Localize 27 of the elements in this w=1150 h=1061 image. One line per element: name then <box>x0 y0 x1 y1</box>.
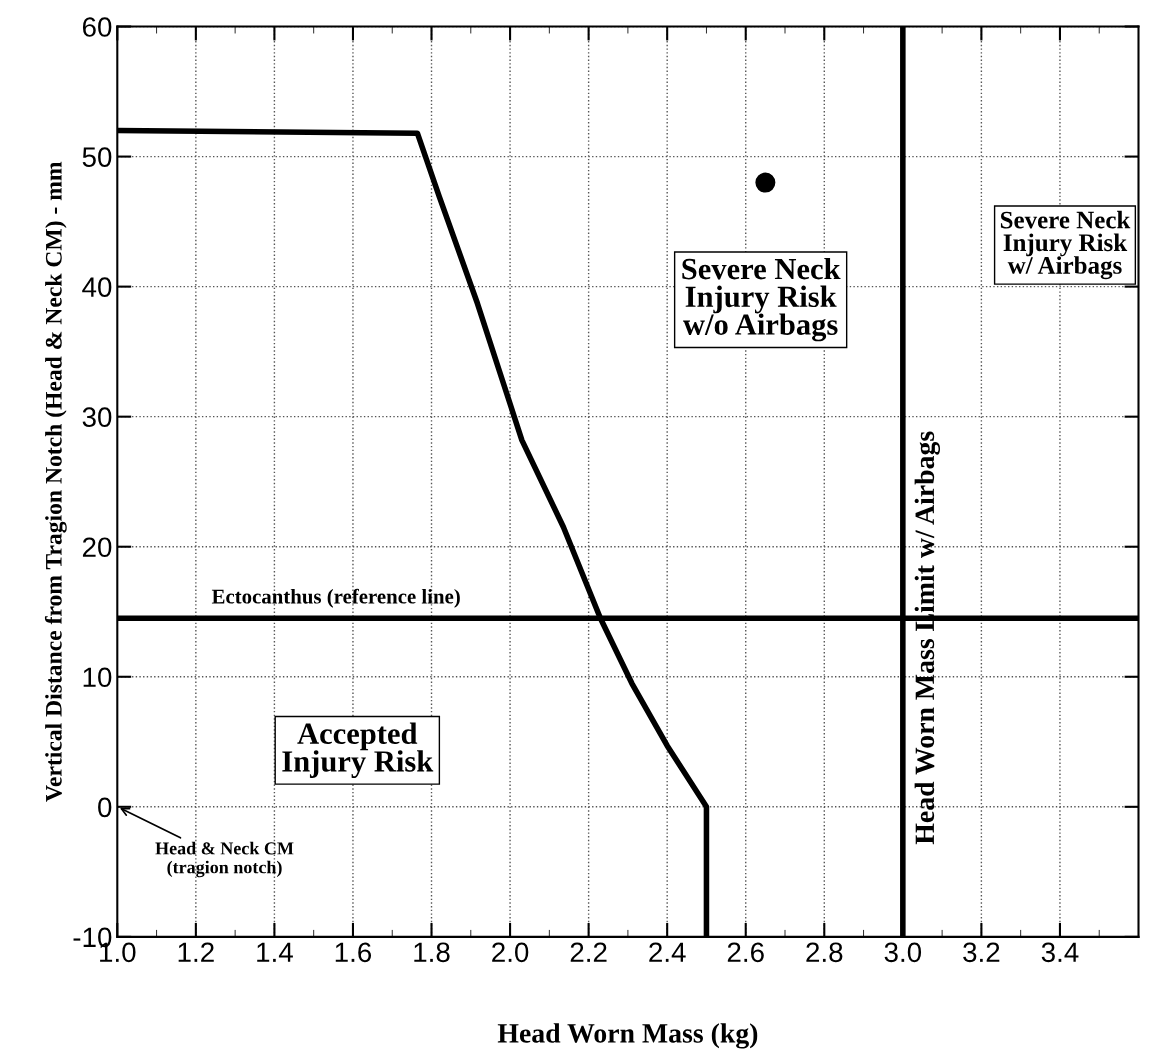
y-tick-label: 20 <box>82 537 112 558</box>
x-tick-label: 2.8 <box>806 942 843 963</box>
x-tick-label: 2.2 <box>570 942 607 962</box>
annotation: Accepted Injury Risk <box>282 722 434 778</box>
ref-line-label: Ectocanthus (reference line) <box>211 588 460 608</box>
x-tick-label: 1.4 <box>257 942 293 962</box>
y-tick-label: 30 <box>82 407 112 428</box>
y-tick-label: 40 <box>82 277 112 297</box>
y-tick-label: 0 <box>98 797 112 818</box>
annotation: Head & Neck CM (tragion notch) <box>155 841 294 878</box>
x-tick-label: 3.4 <box>1041 942 1079 963</box>
x-tick-label: 1.8 <box>414 942 450 963</box>
x-tick-label: 3.2 <box>963 942 1000 963</box>
x-tick-label: 2.4 <box>649 942 686 962</box>
y-tick-label: 50 <box>82 147 112 167</box>
x-axis-title: Head Worn Mass (kg) <box>497 1023 758 1049</box>
x-tick-label: 2.0 <box>492 942 529 963</box>
x-tick-label: 1.2 <box>178 942 214 962</box>
x-tick-label: 1.6 <box>335 942 372 963</box>
x-tick-label: 2.6 <box>727 942 764 963</box>
annotation: Severe Neck Injury Risk w/o Airbags <box>682 257 841 342</box>
annotation: Severe Neck Injury Risk w/ Airbags <box>1000 210 1131 280</box>
y-tick-label: 10 <box>83 667 112 688</box>
x-tick-label: 3.0 <box>884 942 922 963</box>
y-tick-label: 60 <box>82 17 112 37</box>
ref-line-label: Head Worn Mass Limit w/ Airbags <box>914 431 941 845</box>
y-axis-title: Vertical Distance from Tragion Notch (Head & Neck CM) - mm <box>44 161 67 802</box>
